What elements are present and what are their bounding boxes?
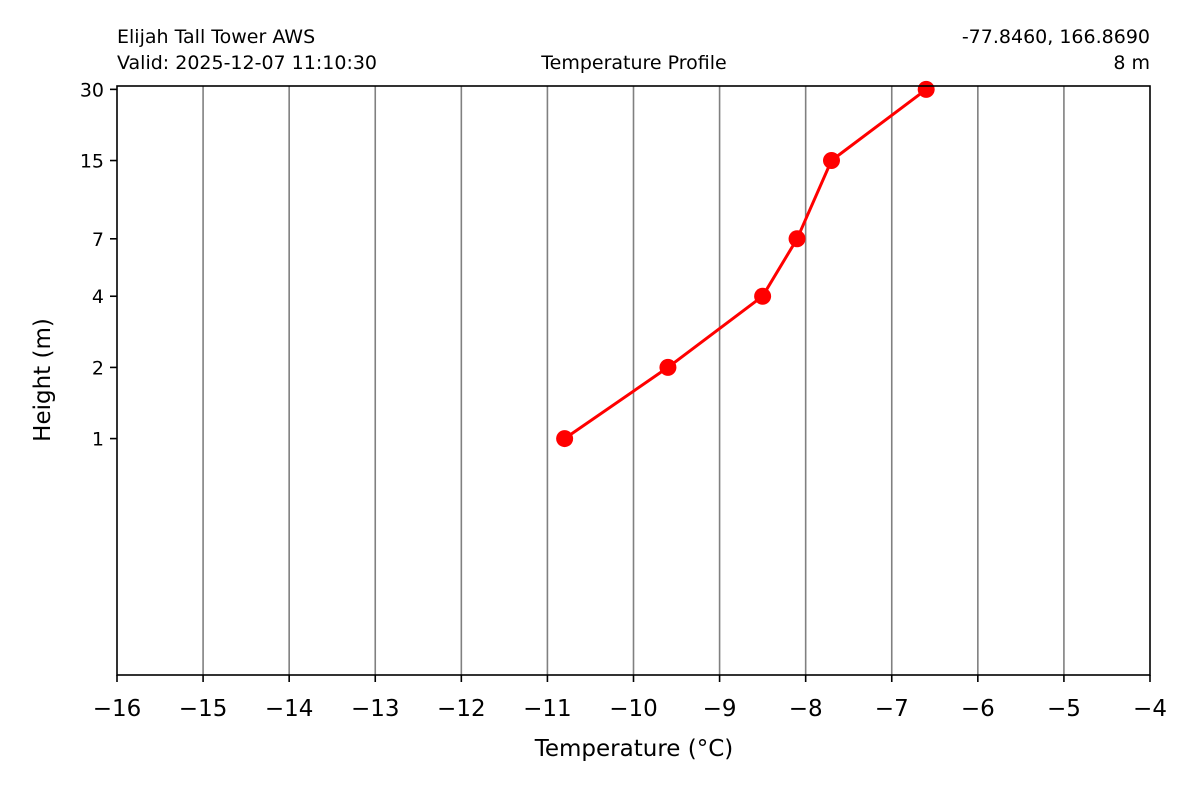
x-tick-label: −5 (1047, 696, 1081, 722)
x-tick-label: −7 (875, 696, 909, 722)
series-line (556, 80, 935, 448)
gridlines (202, 86, 1065, 675)
x-tick-label: −16 (93, 696, 142, 722)
y-tick-label: 4 (92, 286, 104, 308)
valid-time: Valid: 2025-12-07 11:10:30 (117, 52, 377, 74)
x-tick-label: −13 (351, 696, 400, 722)
x-tick-label: −9 (703, 696, 737, 722)
y-tick-label: 30 (80, 79, 104, 101)
x-axis-label: Temperature (°C) (534, 736, 734, 762)
y-tick-label: 15 (80, 151, 104, 173)
data-point (822, 152, 840, 170)
profile-line (563, 88, 928, 440)
y-tick-label: 1 (92, 429, 104, 451)
y-axis-ticks: 1 2 4 7 15 30 (80, 79, 117, 451)
chart-title: Temperature Profile (540, 52, 726, 74)
station-coordinates: -77.8460, 166.8690 (962, 26, 1150, 48)
data-point (788, 230, 806, 248)
station-elevation: 8 m (1113, 52, 1150, 74)
station-name: Elijah Tall Tower AWS (117, 26, 315, 48)
y-tick-label: 7 (92, 229, 104, 251)
x-tick-label: −8 (789, 696, 823, 722)
x-tick-label: −11 (523, 696, 572, 722)
x-tick-label: −12 (437, 696, 486, 722)
x-tick-label: −14 (265, 696, 314, 722)
data-point (917, 80, 935, 98)
x-axis-ticks: −16 −15 −14 −13 −12 −11 −10 −9 −8 −7 −6 −5 −4 (93, 675, 1167, 722)
x-tick-label: −4 (1133, 696, 1167, 722)
data-point (556, 430, 574, 448)
x-tick-label: −15 (179, 696, 228, 722)
x-tick-label: −10 (609, 696, 658, 722)
y-tick-label: 2 (92, 357, 104, 379)
y-axis-label: Height (m) (30, 318, 56, 442)
data-point (659, 358, 677, 376)
data-point (754, 287, 772, 305)
x-tick-label: −6 (961, 696, 995, 722)
